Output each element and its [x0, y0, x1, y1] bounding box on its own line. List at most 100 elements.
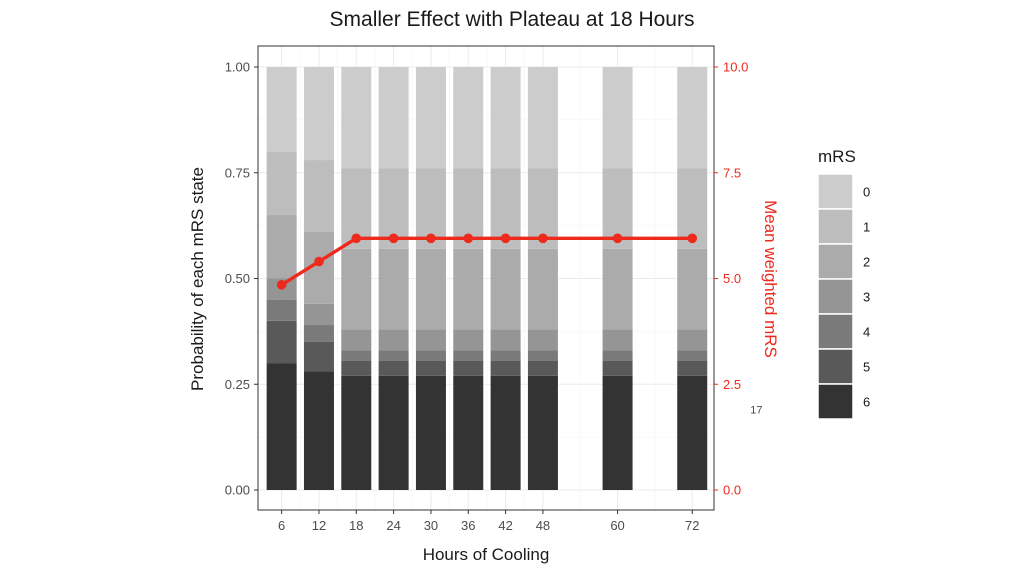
bar-segment-mrs-0: [266, 67, 297, 152]
y-tick-label: 1.00: [225, 60, 250, 75]
x-tick-label: 48: [536, 518, 550, 533]
bar-segment-mrs-3: [677, 329, 708, 351]
bar-segment-mrs-5: [415, 360, 446, 376]
y2-tick-label: 5.0: [723, 271, 741, 286]
bar-segment-mrs-6: [453, 375, 484, 490]
bar-segment-mrs-4: [266, 299, 297, 321]
legend-label: 4: [863, 325, 870, 340]
annotation-label: 17: [750, 405, 762, 417]
y2-tick-label: 0.0: [723, 483, 741, 498]
mean-weighted-mrs-point: [463, 233, 474, 244]
legend-label: 2: [863, 255, 870, 270]
y2-tick-label: 10.0: [723, 60, 748, 75]
mean-weighted-mrs-point: [388, 233, 399, 244]
bar-segment-mrs-0: [378, 67, 409, 169]
bar-segment-mrs-6: [303, 371, 334, 490]
bar-segment-mrs-6: [415, 375, 446, 490]
mean-weighted-mrs-point: [276, 280, 287, 290]
legend-key-mrs-1: [817, 208, 854, 245]
bar-segment-mrs-5: [453, 360, 484, 376]
x-tick-label: 72: [685, 518, 699, 533]
legend: mRS 0 1 2 3 4 5 6: [817, 147, 870, 420]
bar-segment-mrs-4: [490, 350, 521, 361]
bar-segment-mrs-4: [415, 350, 446, 361]
bar-segment-mrs-4: [378, 350, 409, 361]
bar-segment-mrs-5: [602, 360, 633, 376]
bar-segment-mrs-3: [341, 329, 372, 351]
annotations: 17: [750, 405, 762, 417]
bar-segment-mrs-5: [490, 360, 521, 376]
y2-axis-title: Mean weighted mRS: [761, 200, 780, 358]
bar-segment-mrs-5: [677, 360, 708, 376]
bar-segment-mrs-4: [453, 350, 484, 361]
mean-weighted-mrs-point: [500, 233, 511, 244]
y-axis-title: Probability of each mRS state: [188, 167, 207, 391]
legend-key-mrs-0: [817, 173, 854, 210]
x-tick-label: 36: [461, 518, 475, 533]
y-tick-label: 0.25: [225, 377, 250, 392]
bar-segment-mrs-0: [341, 67, 372, 169]
mean-weighted-mrs-point: [538, 233, 548, 244]
bar-segment-mrs-0: [303, 67, 334, 161]
y2-tick-label: 2.5: [723, 377, 741, 392]
mean-weighted-mrs-point: [612, 233, 623, 244]
bar-segment-mrs-3: [490, 329, 521, 351]
y-tick-label: 0.75: [225, 165, 250, 180]
legend-key-mrs-4: [817, 313, 854, 350]
bar-segment-mrs-0: [453, 67, 484, 169]
x-tick-label: 6: [278, 518, 285, 533]
bar-segment-mrs-2: [341, 248, 372, 330]
bar-segment-mrs-0: [527, 67, 558, 169]
bar-segment-mrs-0: [415, 67, 446, 169]
bar-segment-mrs-3: [527, 329, 558, 351]
bar-segment-mrs-2: [415, 248, 446, 330]
chart-title: Smaller Effect with Plateau at 18 Hours: [329, 8, 695, 31]
legend-label: 3: [863, 290, 870, 305]
bar-segment-mrs-6: [490, 375, 521, 490]
mean-weighted-mrs-point: [426, 233, 436, 244]
bar-segment-mrs-6: [602, 375, 633, 490]
bar-segment-mrs-4: [677, 350, 708, 361]
bar-segment-mrs-2: [378, 248, 409, 330]
x-tick-label: 42: [498, 518, 512, 533]
x-tick-label: 60: [610, 518, 624, 533]
bar-segment-mrs-1: [303, 160, 334, 232]
bar-segment-mrs-3: [415, 329, 446, 351]
bar-segment-mrs-5: [527, 360, 558, 376]
axes: 0.00 0.25 0.50 0.75 1.00 0.0 2.5 5.0 7.5 10.0 6 12 1…: [225, 60, 749, 534]
x-tick-label: 12: [312, 518, 326, 533]
bar-segment-mrs-2: [677, 248, 708, 330]
legend-label: 6: [863, 395, 870, 410]
bar-segment-mrs-5: [266, 320, 297, 364]
legend-title: mRS: [818, 147, 856, 166]
bar-segment-mrs-3: [453, 329, 484, 351]
legend-key-mrs-6: [817, 383, 854, 420]
y-tick-label: 0.00: [225, 483, 250, 498]
bar-segment-mrs-6: [378, 375, 409, 490]
bar-segment-mrs-4: [341, 350, 372, 361]
mean-weighted-mrs-point: [314, 256, 324, 267]
bar-segment-mrs-5: [378, 360, 409, 376]
bar-segment-mrs-6: [527, 375, 558, 490]
stacked-bars: [266, 67, 708, 490]
bar-segment-mrs-5: [303, 341, 334, 372]
bar-segment-mrs-6: [341, 375, 372, 490]
bar-segment-mrs-0: [602, 67, 633, 169]
bar-segment-mrs-4: [303, 325, 334, 342]
bar-segment-mrs-2: [527, 248, 558, 330]
mean-line-series: [276, 233, 698, 290]
bar-segment-mrs-2: [602, 248, 633, 330]
legend-key-mrs-2: [817, 243, 854, 280]
bar-segment-mrs-2: [490, 248, 521, 330]
bar-segment-mrs-3: [602, 329, 633, 351]
mean-weighted-mrs-point: [351, 233, 362, 244]
mean-weighted-mrs-line: [280, 236, 693, 287]
bar-segment-mrs-2: [266, 215, 297, 279]
bar-segment-mrs-4: [602, 350, 633, 361]
legend-label: 1: [863, 220, 870, 235]
bar-segment-mrs-4: [527, 350, 558, 361]
bar-segment-mrs-2: [453, 248, 484, 330]
x-tick-label: 24: [386, 518, 400, 533]
x-tick-label: 30: [424, 518, 438, 533]
